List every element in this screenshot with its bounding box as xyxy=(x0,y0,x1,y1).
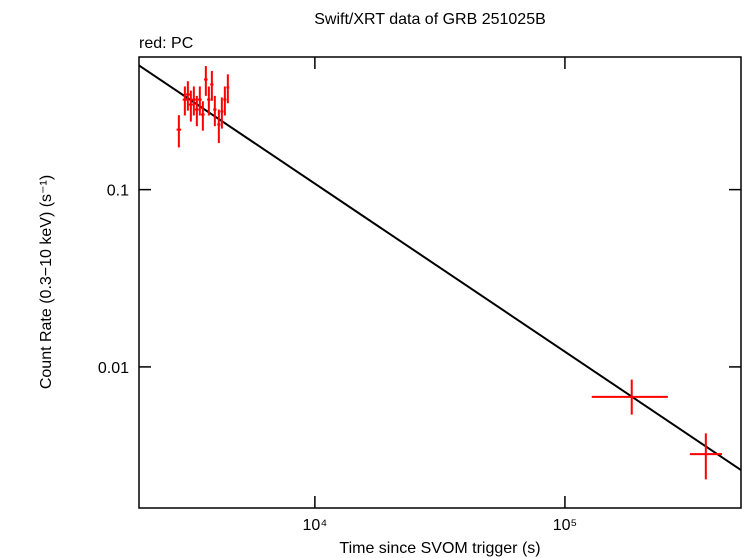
y-tick-label: 0.01 xyxy=(98,360,129,377)
y-tick-label: 0.1 xyxy=(107,183,129,200)
fit-line xyxy=(138,64,742,471)
y-axis-label: Count Rate (0.3−10 keV) (s⁻¹) xyxy=(38,175,55,389)
x-axis-label: Time since SVOM trigger (s) xyxy=(339,540,540,557)
annotation: red: PC xyxy=(139,35,193,52)
plot-frame xyxy=(138,56,742,509)
x-tick-label: 10⁴ xyxy=(303,517,328,534)
chart-title: Swift/XRT data of GRB 251025B xyxy=(314,11,546,28)
x-tick-label: 10⁵ xyxy=(553,517,577,534)
